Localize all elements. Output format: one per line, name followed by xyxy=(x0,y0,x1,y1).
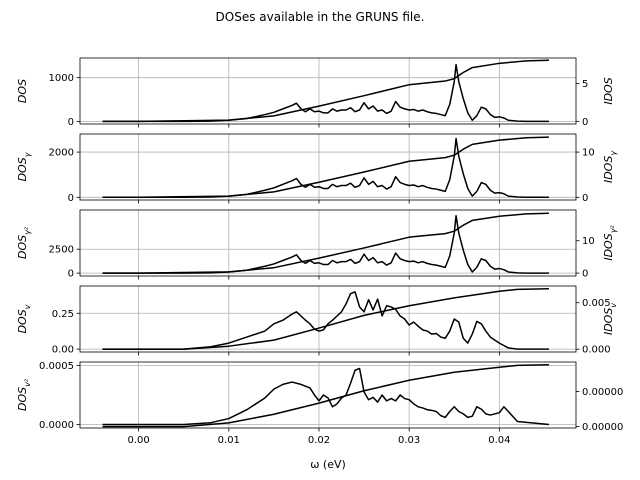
y-axis-label-right: IDOS xyxy=(602,77,615,104)
y-axis-label-right: IDOSv xyxy=(602,303,618,335)
x-tick-label: 0.04 xyxy=(488,435,510,446)
y-tick-label-right: 5 xyxy=(582,79,588,90)
x-tick-label: 0.02 xyxy=(308,435,330,446)
y-tick-label-left: 0 xyxy=(68,117,74,128)
label-subscript: γ xyxy=(23,151,32,157)
label-subscript: v xyxy=(23,304,32,309)
label-base: DOS xyxy=(16,235,29,259)
label-base: IDOS xyxy=(602,233,615,260)
y-axis-label-left: DOS xyxy=(16,79,29,103)
x-tick-label: 0.00 xyxy=(127,435,149,446)
label-subscript: v² xyxy=(23,378,32,387)
y-tick-label-left: 2500 xyxy=(49,245,74,256)
panel-frame xyxy=(79,57,577,125)
figure-title: DOSes available in the GRUNS file. xyxy=(216,10,425,24)
label-base: IDOS xyxy=(602,308,615,335)
idos-series-line xyxy=(102,59,549,123)
y-tick-label-left: 1000 xyxy=(49,73,74,84)
x-tick-label: 0.03 xyxy=(398,435,420,446)
panel-frame xyxy=(79,285,577,353)
y-axis-label-left: DOSγ² xyxy=(16,226,32,259)
y-tick-label-left: 0.00 xyxy=(52,345,74,356)
dos-series-line xyxy=(102,214,549,274)
panel-frame xyxy=(79,133,577,201)
label-subscript: v xyxy=(609,303,618,308)
y-axis-label-left: DOSv xyxy=(16,304,32,333)
label-base: IDOS xyxy=(602,156,615,183)
y-tick-label-left: 0.25 xyxy=(52,309,74,320)
y-tick-label-right: 0.000 xyxy=(582,345,611,356)
y-tick-label-left: 0 xyxy=(68,193,74,204)
label-subscript: γ² xyxy=(23,226,32,235)
panel-5: 0.0000 0.0005 0.00000 0.00000 DOSv² xyxy=(16,361,623,433)
y-tick-label-right: 10 xyxy=(582,236,595,247)
x-axis-label: ω (eV) xyxy=(310,458,346,471)
label-subscript: γ² xyxy=(609,225,618,234)
y-axis-label-left: DOSγ xyxy=(16,151,32,181)
y-tick-label-right: 0.00000 xyxy=(582,422,623,433)
y-axis-label-left: DOSv² xyxy=(16,378,32,411)
idos-series-line xyxy=(102,136,549,199)
idos-series-line xyxy=(102,364,549,428)
dos-series-line xyxy=(102,367,550,426)
dos-series-line xyxy=(102,291,549,350)
y-tick-label-right: 0 xyxy=(582,193,588,204)
y-tick-label-right: 0 xyxy=(582,117,588,128)
y-tick-label-right: 0.00000 xyxy=(582,387,623,398)
x-axis-ticks: 0.00 0.01 0.02 0.03 0.04 xyxy=(127,435,510,446)
y-axis-label-right: IDOSγ xyxy=(602,150,618,183)
label-base: DOS xyxy=(16,387,29,411)
y-tick-label-right: 0.005 xyxy=(582,298,611,309)
y-tick-label-left: 0.0005 xyxy=(39,361,74,372)
y-tick-label-left: 2000 xyxy=(49,148,74,159)
dos-series-line xyxy=(102,137,549,199)
y-tick-label-left: 0.0000 xyxy=(39,420,74,431)
label-base: DOS xyxy=(16,309,29,333)
panel-1: 0 1000 0 5 DOS IDOS xyxy=(16,57,615,128)
x-tick-label: 0.01 xyxy=(218,435,240,446)
y-tick-label-left: 0 xyxy=(68,269,74,280)
dos-series-line xyxy=(102,63,549,123)
idos-series-line xyxy=(102,288,549,350)
y-tick-label-right: 10 xyxy=(582,148,595,159)
y-tick-label-right: 0 xyxy=(582,269,588,280)
idos-series-line xyxy=(102,212,549,274)
label-subscript: γ xyxy=(609,150,618,156)
y-axis-label-right: IDOSγ² xyxy=(602,225,618,261)
panel-frame xyxy=(79,209,577,277)
panel-frame xyxy=(79,361,577,429)
label-base: DOS xyxy=(16,157,29,181)
